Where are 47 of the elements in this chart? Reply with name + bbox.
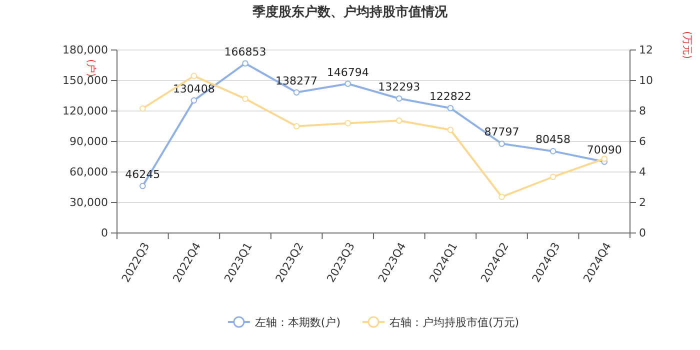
point	[242, 96, 248, 102]
data-label: 80458	[536, 133, 571, 146]
point	[344, 120, 351, 126]
point	[447, 126, 454, 134]
y2-tick-label: 12	[639, 44, 653, 57]
data-label: 146794	[326, 66, 369, 79]
y2-axis-title: (万元)	[681, 31, 692, 59]
y-axis-title: (户)	[85, 59, 97, 77]
y-tick-label: 30,000	[70, 196, 108, 210]
chart-title: 季度股东户数、户均持股市值情况	[252, 4, 448, 20]
point	[190, 72, 198, 80]
point	[498, 140, 505, 147]
data-label: 87797	[484, 126, 520, 139]
point	[344, 80, 351, 87]
y2-tick-label: 6	[639, 135, 646, 148]
point	[140, 182, 146, 190]
point	[550, 174, 556, 180]
y2-tick-label: 0	[639, 226, 646, 240]
y-tick-label: 0	[101, 226, 108, 240]
data-label: 122822	[429, 90, 472, 104]
data-label: 46245	[125, 168, 160, 181]
point	[293, 123, 300, 130]
point	[396, 95, 402, 102]
point	[447, 104, 454, 112]
y2-tick-label: 10	[639, 74, 653, 88]
point	[550, 148, 556, 154]
data-label: 138277	[276, 74, 318, 88]
y-tick-label: 60,000	[70, 166, 108, 179]
y-tick-label: 90,000	[70, 135, 108, 148]
point	[293, 89, 300, 96]
point	[242, 60, 248, 67]
point	[140, 105, 146, 112]
point	[190, 97, 198, 104]
y-tick-label: 180,000	[62, 44, 108, 57]
legend-label: 左轴：本期数(户)	[254, 316, 340, 329]
point	[396, 117, 402, 124]
point	[498, 194, 505, 200]
y2-tick-label: 2	[639, 196, 646, 210]
data-label: 166853	[224, 45, 266, 58]
data-label: 70090	[586, 144, 622, 157]
y2-tick-label: 8	[639, 104, 646, 118]
data-label: 132293	[378, 80, 420, 94]
point	[601, 156, 608, 162]
data-label: 130408	[172, 82, 215, 96]
legend-label: 右轴：户均持股市值(万元)	[390, 316, 520, 329]
y-tick-label: 120,000	[62, 104, 108, 118]
y2-tick-label: 4	[639, 166, 646, 179]
